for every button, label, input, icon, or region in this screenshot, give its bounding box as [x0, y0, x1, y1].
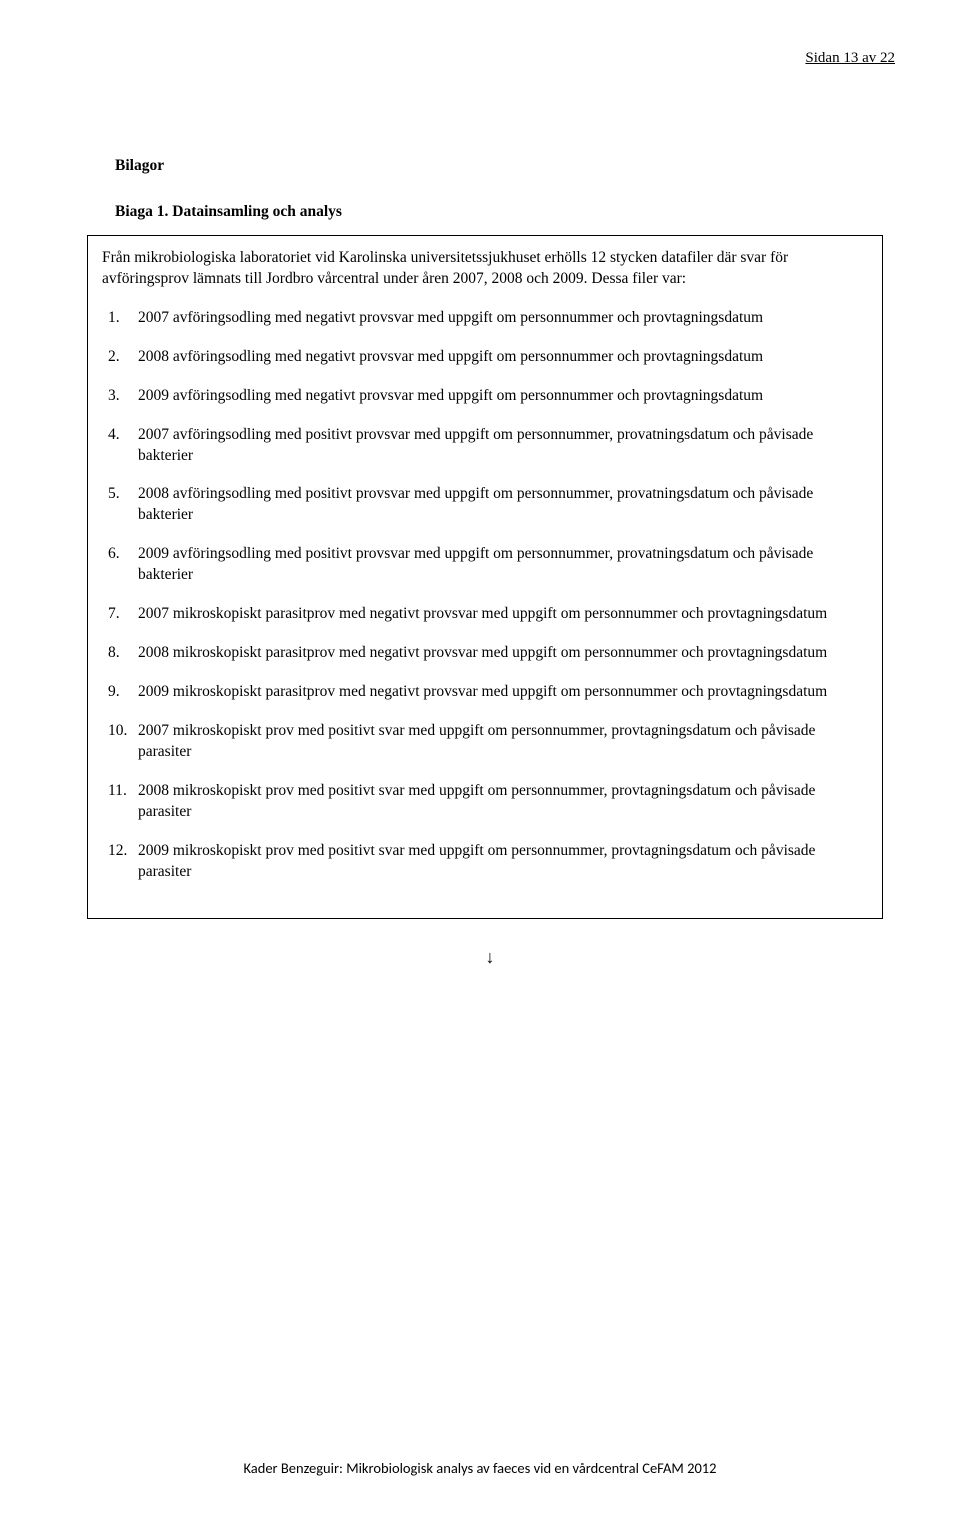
list-item: 2008 mikroskopiskt prov med positivt sva…	[138, 781, 868, 823]
list-item: 2007 mikroskopiskt prov med positivt sva…	[138, 721, 868, 763]
list-item: 2008 avföringsodling med negativt provsv…	[138, 347, 868, 368]
down-arrow-icon: ↓	[115, 947, 865, 968]
page-number-header: Sidan 13 av 22	[115, 50, 895, 67]
page-footer: Kader Benzeguir: Mikrobiologisk analys a…	[0, 1459, 960, 1477]
sub-heading-biaga1: Biaga 1. Datainsamling och analys	[115, 203, 865, 221]
page: Sidan 13 av 22 Bilagor Biaga 1. Datainsa…	[0, 0, 960, 1515]
list-item: 2007 avföringsodling med positivt provsv…	[138, 425, 868, 467]
file-list: 2007 avföringsodling med negativt provsv…	[138, 308, 868, 883]
list-item: 2009 mikroskopiskt prov med positivt sva…	[138, 841, 868, 883]
content-box: Från mikrobiologiska laboratoriet vid Ka…	[87, 235, 883, 919]
list-item: 2008 avföringsodling med positivt provsv…	[138, 484, 868, 526]
list-item: 2007 avföringsodling med negativt provsv…	[138, 308, 868, 329]
list-item: 2009 mikroskopiskt parasitprov med negat…	[138, 682, 868, 703]
list-item: 2009 avföringsodling med negativt provsv…	[138, 386, 868, 407]
list-item: 2009 avföringsodling med positivt provsv…	[138, 544, 868, 586]
intro-paragraph: Från mikrobiologiska laboratoriet vid Ka…	[102, 248, 868, 290]
list-item: 2008 mikroskopiskt parasitprov med negat…	[138, 643, 868, 664]
list-item: 2007 mikroskopiskt parasitprov med negat…	[138, 604, 868, 625]
section-heading-bilagor: Bilagor	[115, 157, 865, 175]
